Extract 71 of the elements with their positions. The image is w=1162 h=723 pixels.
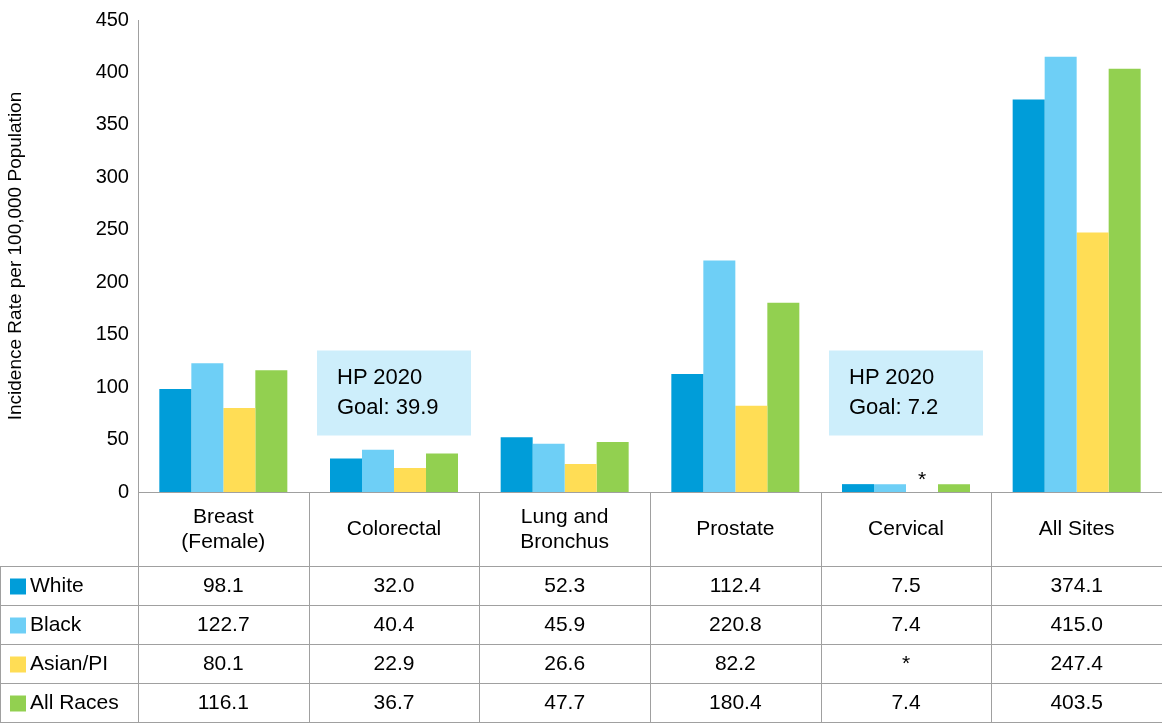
- data-label: 36.7: [373, 690, 415, 714]
- bar: [874, 484, 906, 492]
- bar: [1012, 99, 1045, 492]
- y-tick-label: 150: [95, 322, 129, 345]
- bar: [223, 407, 256, 492]
- data-label: 47.7: [544, 690, 586, 714]
- x-tick-label: Cervical: [868, 516, 944, 540]
- y-tick-label: 300: [95, 164, 129, 187]
- y-tick-label: 250: [95, 217, 129, 240]
- x-tick-label: Breast (Female): [181, 503, 266, 552]
- bar: [564, 464, 597, 492]
- bar: [191, 363, 224, 492]
- data-label: 82.2: [714, 651, 756, 675]
- bar: [330, 458, 362, 492]
- data-label: 40.4: [373, 612, 415, 636]
- bar: [735, 405, 768, 492]
- data-label: 7.5: [891, 573, 921, 597]
- y-tick-label: 400: [95, 59, 129, 82]
- data-label: 112.4: [709, 573, 762, 597]
- y-tick-label: 100: [95, 374, 129, 397]
- data-label: 98.1: [202, 573, 244, 597]
- bar: [671, 374, 704, 492]
- data-label: 45.9: [544, 612, 586, 636]
- y-axis-title: Incidence Rate per 100,000 Population: [3, 91, 25, 421]
- data-label: 7.4: [891, 612, 921, 636]
- x-tick-label: Lung and Bronchus: [520, 503, 610, 552]
- annotation: HP 2020 Goal: 39.9: [337, 363, 439, 419]
- data-label: 180.4: [709, 690, 762, 714]
- data-label: 220.8: [709, 612, 762, 636]
- x-tick-label: All Sites: [1038, 516, 1115, 540]
- data-label: 32.0: [373, 573, 415, 597]
- data-label: 415.0: [1050, 612, 1103, 636]
- bar: [255, 370, 288, 492]
- bar: [159, 389, 192, 492]
- x-tick-label: Colorectal: [346, 516, 442, 540]
- data-label: 247.4: [1050, 651, 1104, 675]
- data-label: 122.7: [197, 612, 250, 636]
- data-label: 26.6: [544, 651, 586, 675]
- data-label: 7.4: [891, 690, 921, 714]
- bar: [596, 441, 629, 492]
- annotation: HP 2020 Goal: 7.2: [849, 363, 939, 419]
- legend-label: Asian/PI: [30, 651, 109, 675]
- bar: [842, 484, 874, 492]
- data-label: 22.9: [373, 651, 415, 675]
- data-label: 52.3: [544, 573, 586, 597]
- bar: [394, 467, 426, 492]
- legend-label: White: [30, 573, 84, 597]
- legend-label: All Races: [30, 690, 119, 714]
- bar: [938, 484, 970, 492]
- data-label: 116.1: [197, 690, 249, 714]
- bar: [1076, 232, 1109, 492]
- y-tick-label: 450: [95, 7, 129, 30]
- bar: [532, 443, 565, 492]
- bar: [1108, 68, 1141, 492]
- bar: [767, 302, 800, 492]
- y-tick-label: 50: [106, 427, 129, 450]
- data-label: 80.1: [202, 651, 244, 675]
- data-label: 374.1: [1050, 573, 1103, 597]
- bar: [1044, 56, 1077, 492]
- data-label: 403.5: [1050, 690, 1103, 714]
- text: *: [901, 651, 911, 675]
- bar: [362, 449, 394, 492]
- y-tick-label: 350: [95, 112, 129, 135]
- bar: [500, 437, 533, 492]
- x-tick-label: Prostate: [696, 516, 775, 540]
- legend-label: Black: [30, 612, 82, 636]
- bar: [426, 453, 458, 492]
- bar: [703, 260, 736, 492]
- y-tick-label: 200: [95, 269, 129, 292]
- text: *: [917, 466, 927, 490]
- y-tick-label: 0: [117, 479, 129, 502]
